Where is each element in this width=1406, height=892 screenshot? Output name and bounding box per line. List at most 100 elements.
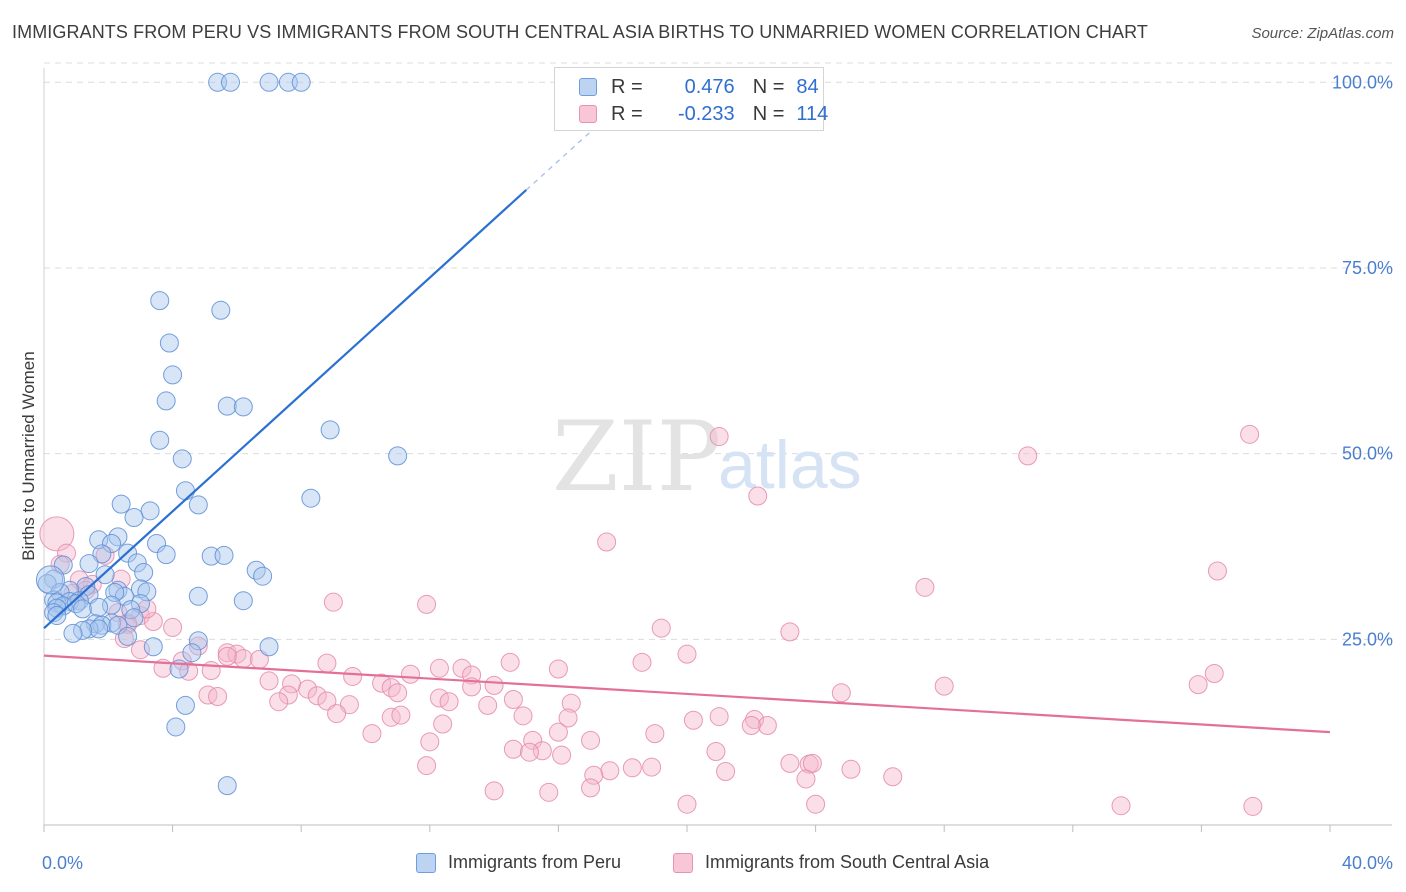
peru-swatch xyxy=(579,78,597,96)
peru-point xyxy=(156,391,176,411)
sca-point xyxy=(780,753,800,773)
legend-row-peru: R = 0.476 N = 84 xyxy=(579,74,819,100)
peru-point xyxy=(111,494,131,514)
sca-point xyxy=(600,761,620,781)
sca-point xyxy=(484,675,504,695)
sca-point xyxy=(1240,424,1260,444)
sca-point xyxy=(208,687,228,707)
legend-item-peru[interactable]: Immigrants from Peru xyxy=(416,852,621,873)
peru-point xyxy=(134,562,154,582)
peru-point xyxy=(217,776,237,796)
sca-point xyxy=(130,640,150,660)
sca-point xyxy=(1111,796,1131,816)
peru-legend-label: Immigrants from Peru xyxy=(448,852,622,872)
sca-point xyxy=(362,724,382,744)
sca-point xyxy=(452,658,472,678)
sca-point xyxy=(327,704,347,724)
peru-point xyxy=(188,631,208,651)
sca-point xyxy=(57,543,77,563)
sca-point xyxy=(796,769,816,789)
sca-point xyxy=(561,693,581,713)
sca-point xyxy=(548,659,568,679)
sca-legend-swatch xyxy=(673,852,693,873)
sca-point xyxy=(381,678,401,698)
peru-point xyxy=(291,72,311,92)
sca-point xyxy=(1188,675,1208,695)
y-axis-label: Births to Unmarried Women xyxy=(19,351,38,560)
peru-point xyxy=(137,582,157,602)
sca-point xyxy=(278,685,298,705)
sca-point xyxy=(372,673,392,693)
peru-point xyxy=(124,508,144,528)
sca-point xyxy=(439,692,459,712)
sca-point xyxy=(420,732,440,752)
watermark-atlas: atlas xyxy=(718,427,862,503)
sca-point xyxy=(429,688,449,708)
sca-point xyxy=(539,782,559,802)
source-credit: Source: ZipAtlas.com xyxy=(1251,25,1394,42)
n-label: N = xyxy=(752,75,785,98)
sca-point xyxy=(217,646,237,666)
sca-point xyxy=(519,742,539,762)
peru-r-value: 0.476 xyxy=(684,75,735,98)
peru-point xyxy=(143,637,163,657)
sca-point xyxy=(741,715,761,735)
sca-point xyxy=(317,653,337,673)
peru-point xyxy=(188,586,208,606)
x-tick-label: 40.0% xyxy=(1342,853,1393,873)
sca-point xyxy=(401,664,421,684)
legend-item-sca[interactable]: Immigrants from South Central Asia xyxy=(673,852,989,873)
y-tick-label: 50.0% xyxy=(1342,444,1393,464)
sca-point xyxy=(1207,561,1227,581)
peru-point xyxy=(217,396,237,416)
sca-r-value: -0.233 xyxy=(677,102,735,125)
sca-point xyxy=(259,671,279,691)
n-label: N = xyxy=(752,102,785,125)
y-tick-label: 100.0% xyxy=(1332,72,1393,92)
peru-point xyxy=(388,446,408,466)
sca-point xyxy=(323,592,343,612)
sca-point xyxy=(645,724,665,744)
sca-swatch xyxy=(579,105,597,123)
sca-point xyxy=(417,756,437,776)
peru-point xyxy=(124,608,144,628)
peru-point xyxy=(166,717,186,737)
sca-point xyxy=(513,706,533,726)
sca-point xyxy=(683,710,703,730)
sca-point xyxy=(198,685,218,705)
r-label: R = xyxy=(611,102,643,125)
peru-point xyxy=(92,544,112,564)
sca-point xyxy=(883,767,903,787)
peru-point xyxy=(66,594,86,614)
sca-point xyxy=(642,757,662,777)
stats-legend: R = 0.476 N = 84 R = -0.233 N = 114 xyxy=(554,67,828,131)
r-label: R = xyxy=(611,75,643,98)
peru-point xyxy=(233,397,253,417)
sca-point xyxy=(143,611,163,631)
sca-point xyxy=(632,652,652,672)
sca-point xyxy=(433,714,453,734)
sca-point xyxy=(500,652,520,672)
y-tick-label: 25.0% xyxy=(1342,629,1393,649)
peru-point xyxy=(253,566,273,586)
peru-point xyxy=(63,623,83,643)
peru-point xyxy=(108,615,128,635)
sca-point xyxy=(298,679,318,699)
peru-trend-line xyxy=(43,189,527,629)
sca-point xyxy=(709,427,729,447)
sca-point xyxy=(1204,663,1224,683)
sca-point xyxy=(748,486,768,506)
sca-point xyxy=(716,762,736,782)
sca-point xyxy=(503,689,523,709)
peru-point xyxy=(188,495,208,515)
sca-point xyxy=(39,516,75,552)
peru-point xyxy=(320,420,340,440)
peru-point xyxy=(79,554,99,574)
peru-legend-swatch xyxy=(416,852,436,873)
sca-point xyxy=(757,715,777,735)
peru-point xyxy=(175,481,195,501)
peru-point xyxy=(127,553,147,573)
sca-point xyxy=(709,707,729,727)
legend-row-sca: R = -0.233 N = 114 xyxy=(579,101,828,127)
peru-point xyxy=(182,643,202,663)
